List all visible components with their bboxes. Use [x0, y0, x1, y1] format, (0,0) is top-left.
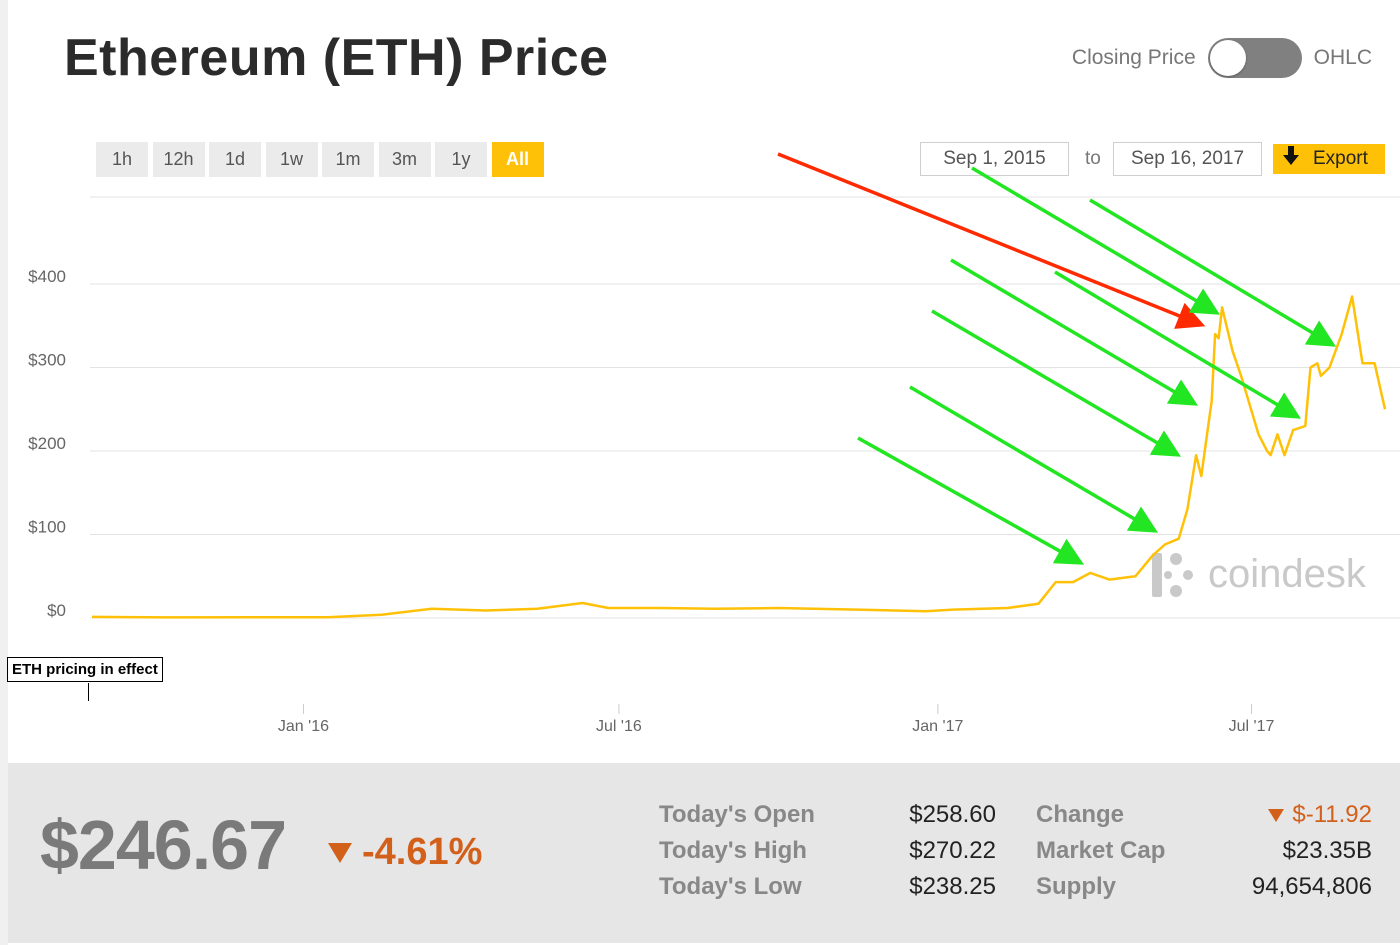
range-button-1w[interactable]: 1w [265, 142, 318, 177]
stat-value-low: $238.25 [909, 873, 996, 900]
range-button-12h[interactable]: 12h [152, 142, 205, 177]
stat-value-open: $258.60 [909, 801, 996, 828]
price-chart: $0 $100 $200 $300 $400 Jan '16 Jul '16 Jan '17… [28, 152, 1400, 735]
time-range-buttons: 1h 12h 1d 1w 1m 3m 1y All [96, 142, 548, 177]
green-arrow [950, 258, 1199, 406]
stat-label-high: Today's High [659, 837, 807, 864]
green-arrow [931, 309, 1182, 457]
closing-price-label: Closing Price [1071, 46, 1196, 69]
date-range-to-label: to [1085, 148, 1101, 169]
ohlc-label: OHLC [1313, 46, 1372, 69]
down-triangle-icon [328, 842, 352, 863]
green-arrow [1054, 270, 1302, 419]
y-tick-label: $100 [28, 518, 66, 537]
watermark-text: coindesk [1208, 552, 1367, 596]
range-button-3m[interactable]: 3m [378, 142, 431, 177]
range-button-1h[interactable]: 1h [96, 142, 148, 177]
export-button[interactable]: Export [1273, 144, 1385, 174]
stat-label-market-cap: Market Cap [1036, 837, 1166, 864]
x-tick-label: Jul '17 [1229, 718, 1275, 735]
current-price: $246.67 [40, 806, 287, 884]
green-arrow [857, 436, 1085, 565]
stat-value-supply: 94,654,806 [1251, 873, 1372, 900]
price-mode-toggle[interactable] [1207, 38, 1302, 78]
stat-label-low: Today's Low [659, 873, 802, 900]
stat-label-supply: Supply [1036, 873, 1117, 900]
coindesk-watermark: coindesk [1152, 552, 1367, 597]
start-date-input[interactable]: Sep 1, 2015 [920, 142, 1069, 176]
price-change-percent: -4.61% [328, 831, 482, 874]
x-tick-label: Jan '16 [278, 718, 329, 735]
y-tick-label: $300 [28, 351, 66, 370]
price-mode-toggle-group: Closing Price OHLC [1072, 38, 1372, 78]
change-amount-value: $-11.92 [1292, 801, 1372, 828]
y-tick-label: $200 [28, 434, 66, 453]
green-arrow [971, 166, 1221, 315]
range-button-all[interactable]: All [491, 142, 544, 177]
export-label: Export [1313, 148, 1368, 169]
end-date-input[interactable]: Sep 16, 2017 [1113, 142, 1262, 176]
stat-value-change: $-11.92 [1208, 801, 1372, 829]
stat-label-change: Change [1036, 801, 1125, 828]
y-tick-label: $400 [28, 267, 66, 286]
coindesk-logo-icon [1152, 553, 1193, 597]
page-title: Ethereum (ETH) Price [64, 29, 609, 87]
x-tick-label: Jul '16 [596, 718, 642, 735]
stat-value-high: $270.22 [909, 837, 996, 864]
green-arrow [909, 385, 1159, 533]
stat-value-market-cap: $23.35B [1282, 837, 1372, 864]
eth-pricing-note: ETH pricing in effect [7, 657, 163, 682]
note-tick-mark [88, 683, 89, 701]
annotation-arrows [777, 152, 1337, 565]
range-button-1d[interactable]: 1d [209, 142, 261, 177]
y-tick-label: $0 [47, 601, 66, 620]
range-button-1y[interactable]: 1y [435, 142, 487, 177]
left-edge-strip [0, 0, 8, 945]
toggle-knob [1209, 40, 1246, 76]
x-tick-label: Jan '17 [912, 718, 963, 735]
stat-label-open: Today's Open [659, 801, 815, 828]
change-percent-value: -4.61% [362, 831, 483, 873]
red-arrow [777, 152, 1206, 329]
download-arrow-icon [1283, 146, 1299, 172]
down-triangle-icon [1268, 808, 1285, 822]
price-series-line [91, 295, 1387, 619]
green-arrow [1089, 198, 1337, 347]
price-summary-panel: $246.67 -4.61% Today's Open $258.60 Toda… [8, 763, 1400, 943]
range-button-1m[interactable]: 1m [322, 142, 374, 177]
